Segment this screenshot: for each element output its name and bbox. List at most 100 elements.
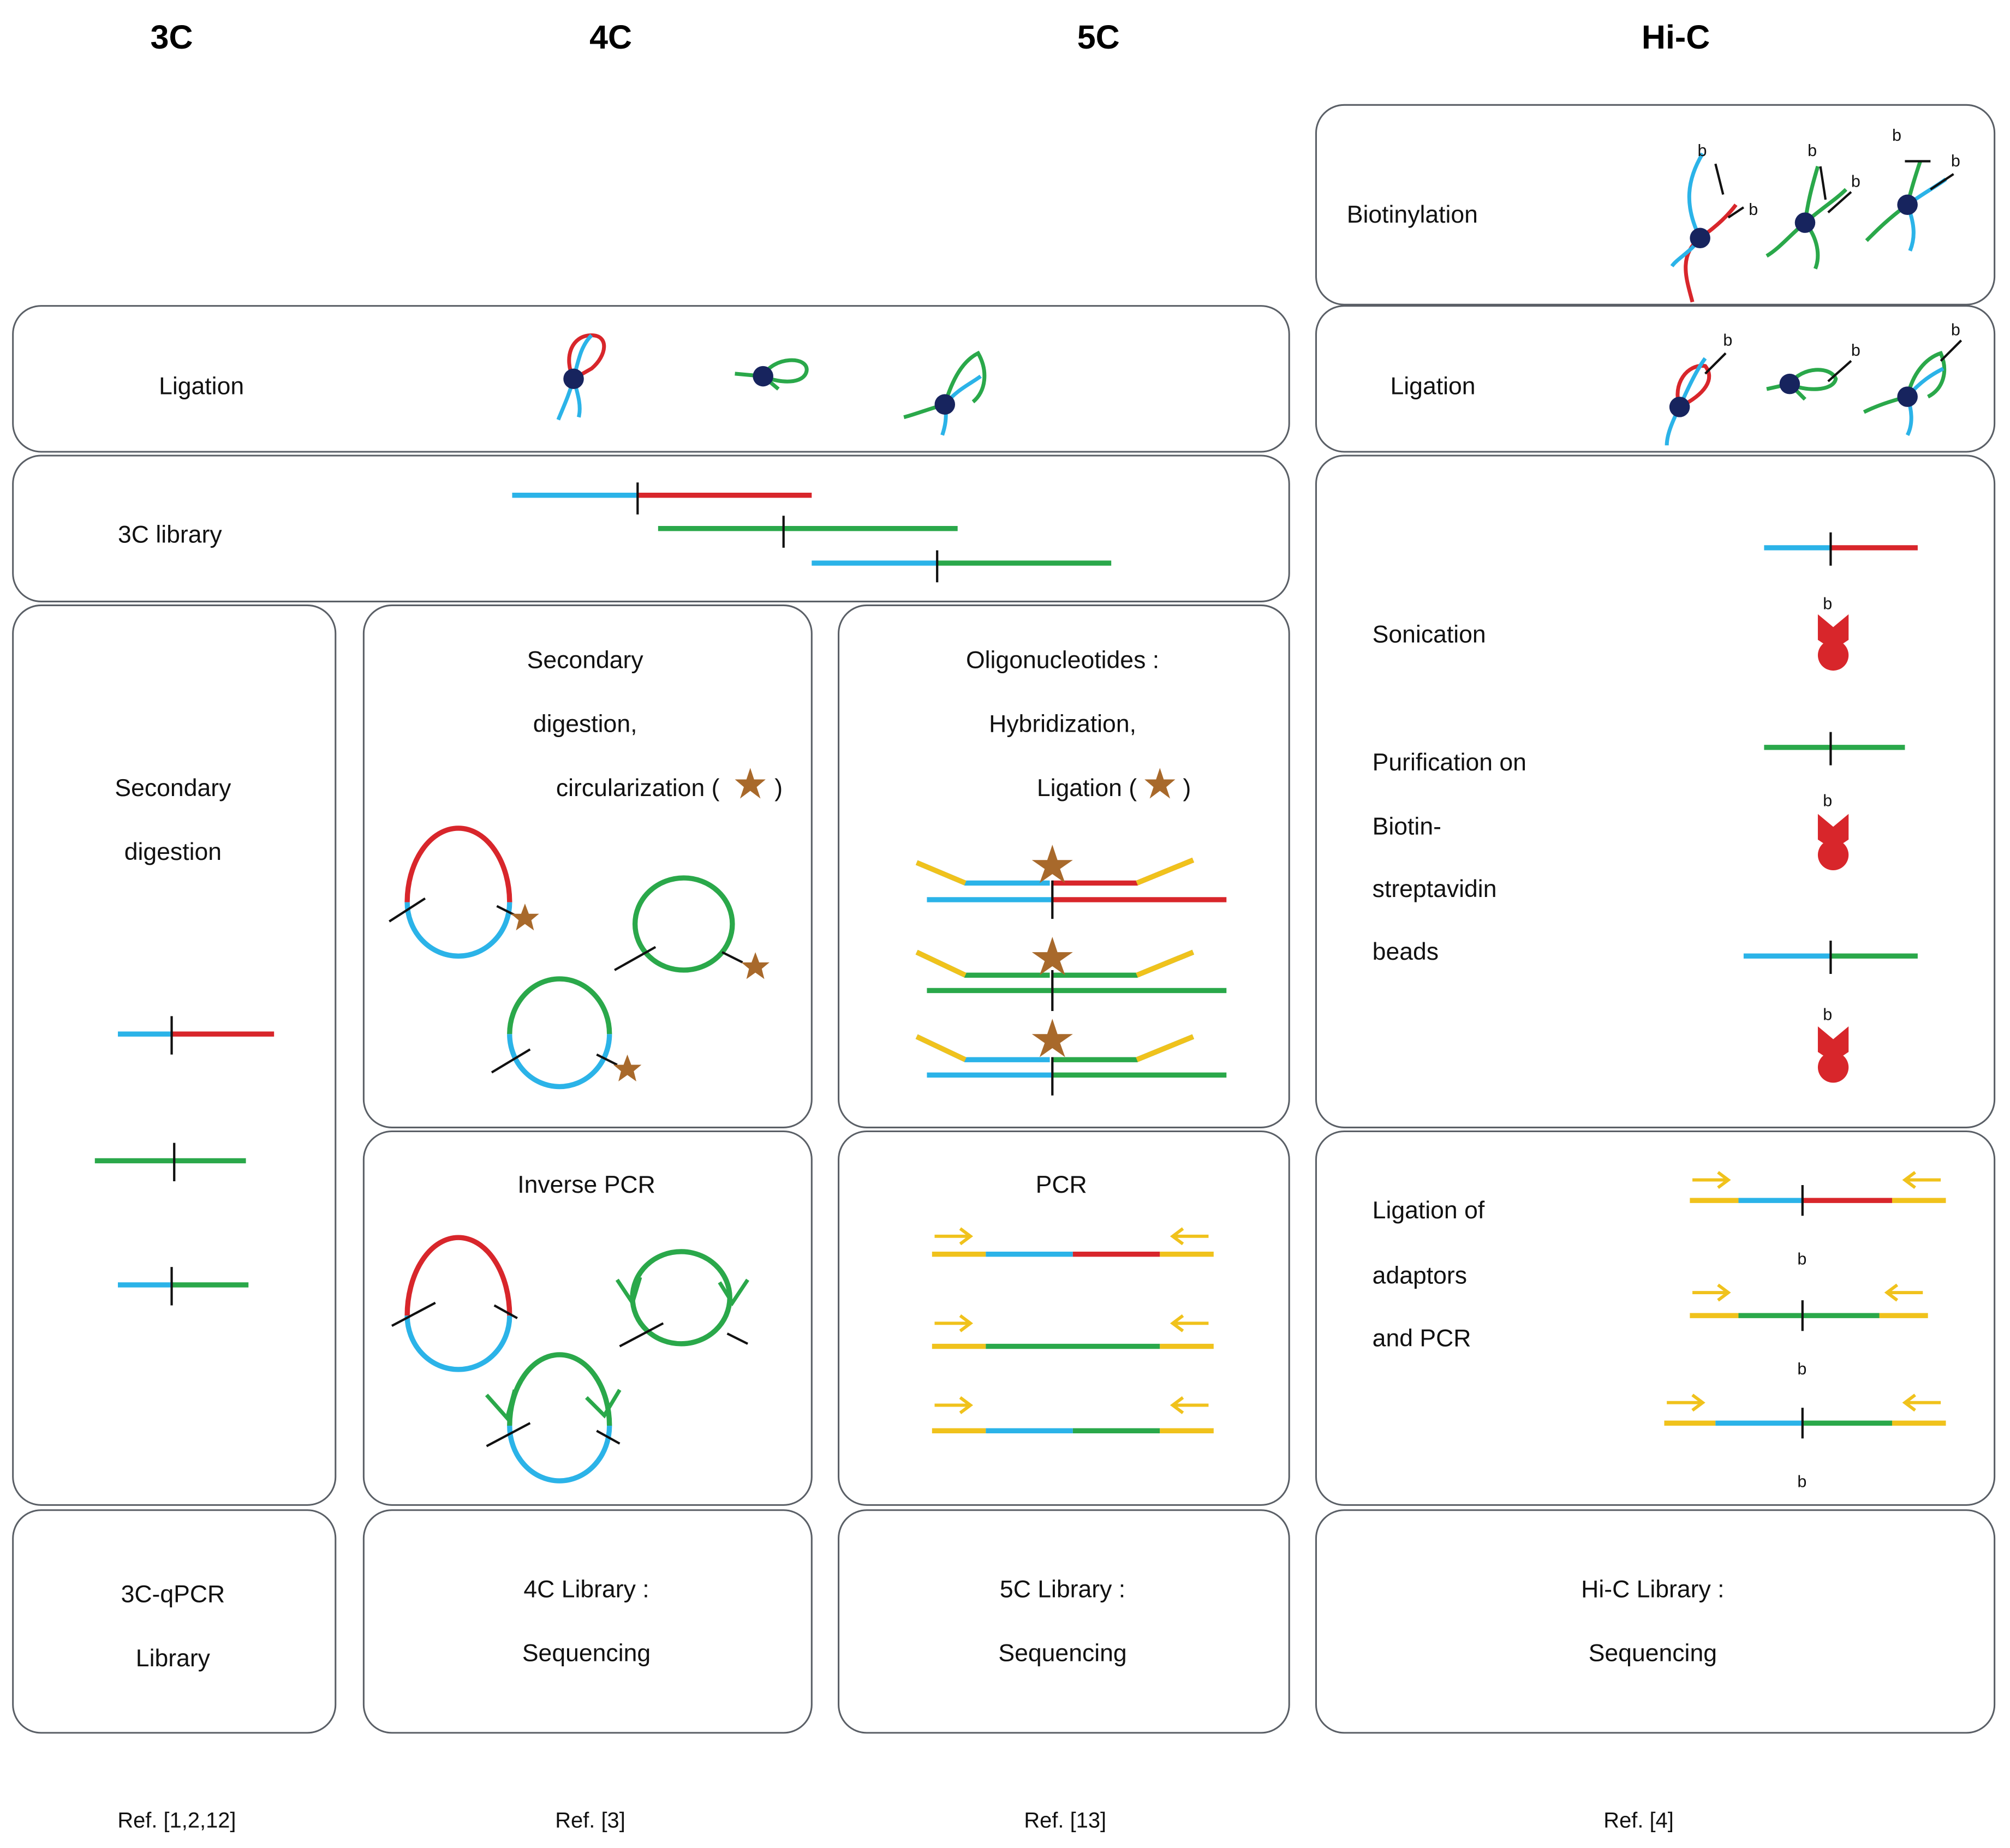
ref-hic: Ref. [4] bbox=[1603, 1808, 1674, 1832]
crosslink-loop-icon bbox=[735, 358, 809, 391]
step-purification-line2: Biotin- bbox=[1373, 813, 1441, 840]
library-5c-line2: Sequencing bbox=[998, 1640, 1126, 1667]
biotin-label: b bbox=[1951, 321, 1960, 339]
step-pcr: PCR bbox=[1036, 1171, 1087, 1198]
c5-oligonucleotides-box bbox=[838, 604, 1290, 1128]
step-purification-line3: streptavidin bbox=[1373, 876, 1497, 902]
adaptor-pcr-product: b bbox=[1690, 1283, 1928, 1378]
biotin-label: b bbox=[1951, 152, 1960, 170]
streptavidin-bead-icon bbox=[1817, 814, 1849, 870]
header-5c: 5C bbox=[1077, 19, 1120, 56]
biotin-label: b bbox=[1851, 172, 1860, 190]
library-hic-line1: Hi-C Library : bbox=[1581, 1576, 1724, 1602]
circle-fragment-icon bbox=[491, 976, 642, 1090]
biotinylated-ligation-icon: b bbox=[1766, 341, 1860, 401]
biotin-label: b bbox=[1823, 594, 1832, 613]
circle-fragment-icon bbox=[485, 1352, 622, 1484]
biotin-label: b bbox=[1749, 200, 1758, 219]
c5-library-box bbox=[838, 1509, 1290, 1734]
ref-5c: Ref. [13] bbox=[1024, 1808, 1106, 1832]
ref-4c: Ref. [3] bbox=[555, 1808, 625, 1832]
c4-library-box bbox=[362, 1509, 813, 1734]
arrow-primer-icon bbox=[934, 1314, 1209, 1332]
step-4c-digestion-line1: Secondary bbox=[527, 647, 644, 673]
c5-pcr-box bbox=[838, 1130, 1290, 1506]
biotin-label: b bbox=[1823, 792, 1832, 810]
biotin-label: b bbox=[1797, 1473, 1806, 1491]
hic-adaptors-box bbox=[1315, 1130, 1996, 1506]
star-icon bbox=[735, 768, 766, 799]
biotin-label: b bbox=[1823, 1005, 1832, 1024]
header-3c: 3C bbox=[151, 19, 193, 56]
step-adaptors-line1: Ligation of bbox=[1373, 1197, 1485, 1224]
biotinylated-ligation-icon: b bbox=[1863, 321, 1963, 436]
pcr-product bbox=[932, 1314, 1214, 1349]
pcr-product bbox=[932, 1396, 1214, 1434]
c4-secondary-digestion-box bbox=[362, 604, 813, 1128]
ref-3c: Ref. [1,2,12] bbox=[117, 1808, 236, 1832]
circle-fragment-icon bbox=[614, 875, 770, 979]
step-adaptors-line3: and PCR bbox=[1373, 1325, 1471, 1352]
biotin-label: b bbox=[1723, 331, 1732, 349]
ligation-box bbox=[12, 305, 1290, 453]
step-5c-oligo-line2: Hybridization, bbox=[989, 711, 1136, 738]
step-4c-digestion-paren: ) bbox=[774, 775, 783, 802]
step-biotinylation: Biotinylation bbox=[1347, 201, 1478, 228]
library-5c-line1: 5C Library : bbox=[1000, 1576, 1125, 1602]
step-secondary-digestion-line2: digestion bbox=[124, 839, 222, 865]
adaptor-pcr-product: b bbox=[1690, 1171, 1946, 1268]
biotinylated-crosslink-icon: b b bbox=[1670, 141, 1758, 303]
biotin-label: b bbox=[1697, 141, 1707, 160]
library-fragments bbox=[512, 482, 1112, 583]
step-adaptors-line2: adaptors bbox=[1373, 1263, 1467, 1289]
hybridized-oligo bbox=[915, 845, 1227, 919]
step-4c-digestion-line2: digestion, bbox=[533, 711, 637, 738]
hybridized-oligo bbox=[915, 1019, 1227, 1096]
library-3c-line2: Library bbox=[136, 1645, 211, 1672]
adaptor-pcr-product: b bbox=[1664, 1394, 1946, 1491]
c3-secondary-digestion-box bbox=[12, 604, 337, 1506]
library-3c-line1: 3C-qPCR bbox=[121, 1581, 225, 1608]
biotin-label: b bbox=[1892, 126, 1901, 145]
circle-fragment-icon bbox=[615, 1249, 749, 1348]
step-ligation: Ligation bbox=[159, 373, 244, 399]
step-3c-library: 3C library bbox=[118, 522, 222, 548]
arrow-primer-icon bbox=[1692, 1283, 1923, 1302]
hic-biotinylation-box bbox=[1315, 104, 1996, 306]
hic-library-box bbox=[1315, 1509, 1996, 1734]
step-secondary-digestion-line1: Secondary bbox=[115, 775, 231, 802]
arrow-primer-icon bbox=[934, 1227, 1209, 1246]
hybridized-oligo bbox=[915, 936, 1227, 1011]
arrow-primer-icon bbox=[934, 1396, 1209, 1414]
step-purification-line1: Purification on bbox=[1373, 749, 1526, 776]
biotinylated-crosslink-icon: b b bbox=[1766, 141, 1860, 270]
step-inverse-pcr: Inverse PCR bbox=[517, 1171, 655, 1198]
library-4c-line2: Sequencing bbox=[522, 1640, 651, 1667]
c3-library-box bbox=[12, 1509, 337, 1734]
biotin-fragment-bead: b bbox=[1743, 940, 1918, 1083]
header-4c: 4C bbox=[589, 19, 632, 56]
hic-ligation-box bbox=[1315, 305, 1996, 453]
library-4c-line1: 4C Library : bbox=[523, 1576, 649, 1602]
pcr-product bbox=[932, 1227, 1214, 1257]
step-4c-digestion-line3: circularization ( bbox=[556, 775, 720, 802]
step-5c-oligo-paren: ) bbox=[1183, 775, 1191, 802]
crosslink-loop-icon bbox=[903, 350, 987, 436]
biotinylated-crosslink-icon: b b bbox=[1865, 126, 1960, 252]
step-sonication: Sonication bbox=[1373, 621, 1486, 648]
biotinylated-ligation-icon: b bbox=[1665, 331, 1732, 446]
biotin-label: b bbox=[1851, 341, 1860, 360]
step-5c-oligo-line1: Oligonucleotides : bbox=[966, 647, 1159, 673]
arrow-primer-icon bbox=[1692, 1171, 1941, 1189]
crosslink-loop-icon bbox=[556, 333, 606, 421]
digested-fragments bbox=[94, 1016, 275, 1306]
circle-fragment-icon bbox=[391, 1235, 518, 1372]
biotin-fragment-bead: b bbox=[1764, 532, 1918, 671]
biotin-label: b bbox=[1808, 141, 1817, 160]
streptavidin-bead-icon bbox=[1817, 614, 1849, 671]
step-purification-line4: beads bbox=[1373, 938, 1439, 965]
biotin-fragment-bead: b bbox=[1764, 732, 1905, 870]
library-hic-line2: Sequencing bbox=[1589, 1640, 1717, 1667]
biotin-label: b bbox=[1797, 1360, 1806, 1378]
